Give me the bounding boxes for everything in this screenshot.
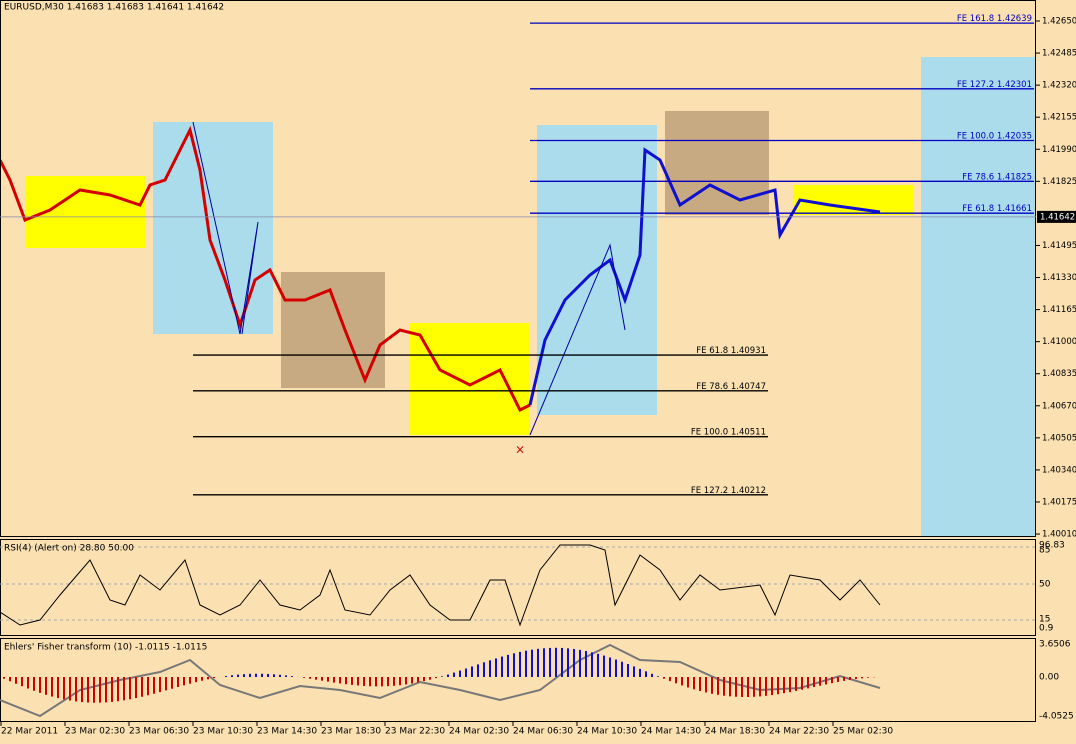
fe-name: FE 100.0: [957, 131, 994, 141]
y-tick-label: 1.40175: [1042, 497, 1076, 507]
zigzag: [192, 121, 259, 335]
price-trace: [0, 125, 531, 413]
symbol-header: EURUSD,M30 1.41683 1.41683 1.41641 1.416…: [4, 3, 224, 13]
fe-label: FE 100.0 1.40511: [691, 427, 766, 437]
x-tick-label: 24 Mar 22:30: [769, 727, 829, 737]
rsi-axis-label: 15: [1039, 615, 1050, 625]
marker: ×: [515, 443, 525, 457]
rsi-title: RSI(4) (Alert on) 28.80 50.00: [4, 544, 134, 554]
x-tick-label: 23 Mar 06:30: [129, 727, 189, 737]
fe-name: FE 161.8: [957, 14, 994, 24]
x-tick-label: 22 Mar 2011: [1, 727, 58, 737]
y-tick-label: 1.40670: [1042, 401, 1076, 411]
x-tick-label: 24 Mar 06:30: [513, 727, 573, 737]
y-tick-label: 1.40835: [1042, 369, 1076, 379]
y-tick-label: 1.41990: [1042, 145, 1076, 155]
fisher-histogram: [3, 647, 881, 703]
y-tick-label: 1.42320: [1042, 81, 1076, 91]
fe-price: 1.40212: [731, 485, 766, 495]
rsi-axis-label: 96.83: [1039, 541, 1065, 551]
x-tick-label: 23 Mar 02:30: [65, 727, 125, 737]
current-price-box: [1037, 210, 1076, 223]
fisher-axis-label: -4.0525: [1039, 712, 1074, 722]
zone: [153, 122, 273, 334]
zone: [281, 272, 385, 388]
y-tick-label: 1.42650: [1042, 16, 1076, 26]
fe-price: 1.40747: [731, 381, 766, 391]
fe-price: 1.42301: [997, 79, 1032, 89]
rsi-axis-label: 85: [1039, 546, 1050, 556]
fe-price: 1.42035: [997, 131, 1032, 141]
zone: [409, 323, 530, 435]
zone: [793, 185, 913, 215]
x-tick-label: 24 Mar 10:30: [577, 727, 637, 737]
y-tick-label: 1.40340: [1042, 465, 1076, 475]
rsi-axis-label: 50: [1039, 580, 1051, 590]
x-tick-label: 23 Mar 22:30: [385, 727, 445, 737]
fe-price: 1.41661: [997, 204, 1032, 214]
fe-label: FE 78.6 1.40747: [696, 381, 766, 391]
fe-label: FE 78.6 1.41825: [962, 172, 1032, 182]
zigzag: [529, 243, 626, 436]
fe-label: FE 100.0 1.42035: [957, 131, 1032, 141]
y-tick-label: 1.41825: [1042, 177, 1076, 187]
fe-name: FE 61.8: [696, 346, 728, 356]
fe-label: FE 61.8 1.41661: [962, 204, 1032, 214]
x-tick-label: 24 Mar 18:30: [705, 727, 765, 737]
fisher-title: Ehlers' Fisher transform (10) -1.0115 -1…: [4, 643, 207, 653]
y-tick-label: 1.40505: [1042, 433, 1076, 443]
zone: [665, 111, 769, 215]
rsi-panel: [0, 539, 1036, 636]
fisher-panel: [0, 638, 1036, 722]
fisher-axis-label: 3.6506: [1039, 640, 1071, 650]
fe-price: 1.42639: [997, 14, 1032, 24]
fe-name: FE 127.2: [957, 79, 994, 89]
y-tick-label: 1.41000: [1042, 337, 1076, 347]
y-tick-label: 1.41165: [1042, 305, 1076, 315]
fisher-axis-label: 0.00: [1039, 673, 1059, 683]
y-tick-label: 1.42485: [1042, 49, 1076, 59]
fisher-line: [0, 643, 881, 718]
fe-name: FE 61.8: [962, 204, 994, 214]
y-tick-label: 1.40010: [1042, 530, 1076, 540]
fe-label: FE 161.8 1.42639: [957, 14, 1032, 24]
fe-price: 1.41825: [997, 172, 1032, 182]
fe-label: FE 127.2 1.42301: [957, 79, 1032, 89]
fe-price: 1.40511: [731, 427, 766, 437]
x-tick-label: 24 Mar 02:30: [449, 727, 509, 737]
fe-label: FE 127.2 1.40212: [691, 485, 766, 495]
fe-name: FE 78.6: [696, 381, 728, 391]
fe-name: FE 78.6: [962, 172, 994, 182]
main-panel: [0, 0, 1036, 537]
fe-name: FE 127.2: [691, 485, 728, 495]
fe-name: FE 100.0: [691, 427, 728, 437]
y-tick-label: 1.42155: [1042, 113, 1076, 123]
rsi-axis-label: 0.9: [1039, 624, 1054, 634]
rsi-line: [0, 544, 881, 627]
current-price-label: 1.41642: [1040, 212, 1075, 222]
y-tick-label: 1.41330: [1042, 273, 1076, 283]
price-trace: [528, 147, 881, 406]
zone: [921, 57, 1035, 536]
x-tick-label: 23 Mar 14:30: [257, 727, 317, 737]
fe-label: FE 61.8 1.40931: [696, 346, 766, 356]
x-tick-label: 25 Mar 02:30: [833, 727, 893, 737]
fe-price: 1.40931: [731, 346, 766, 356]
x-tick-label: 24 Mar 14:30: [641, 727, 701, 737]
x-tick-label: 23 Mar 10:30: [193, 727, 253, 737]
y-tick-label: 1.41495: [1042, 241, 1076, 251]
x-tick-label: 23 Mar 18:30: [321, 727, 381, 737]
